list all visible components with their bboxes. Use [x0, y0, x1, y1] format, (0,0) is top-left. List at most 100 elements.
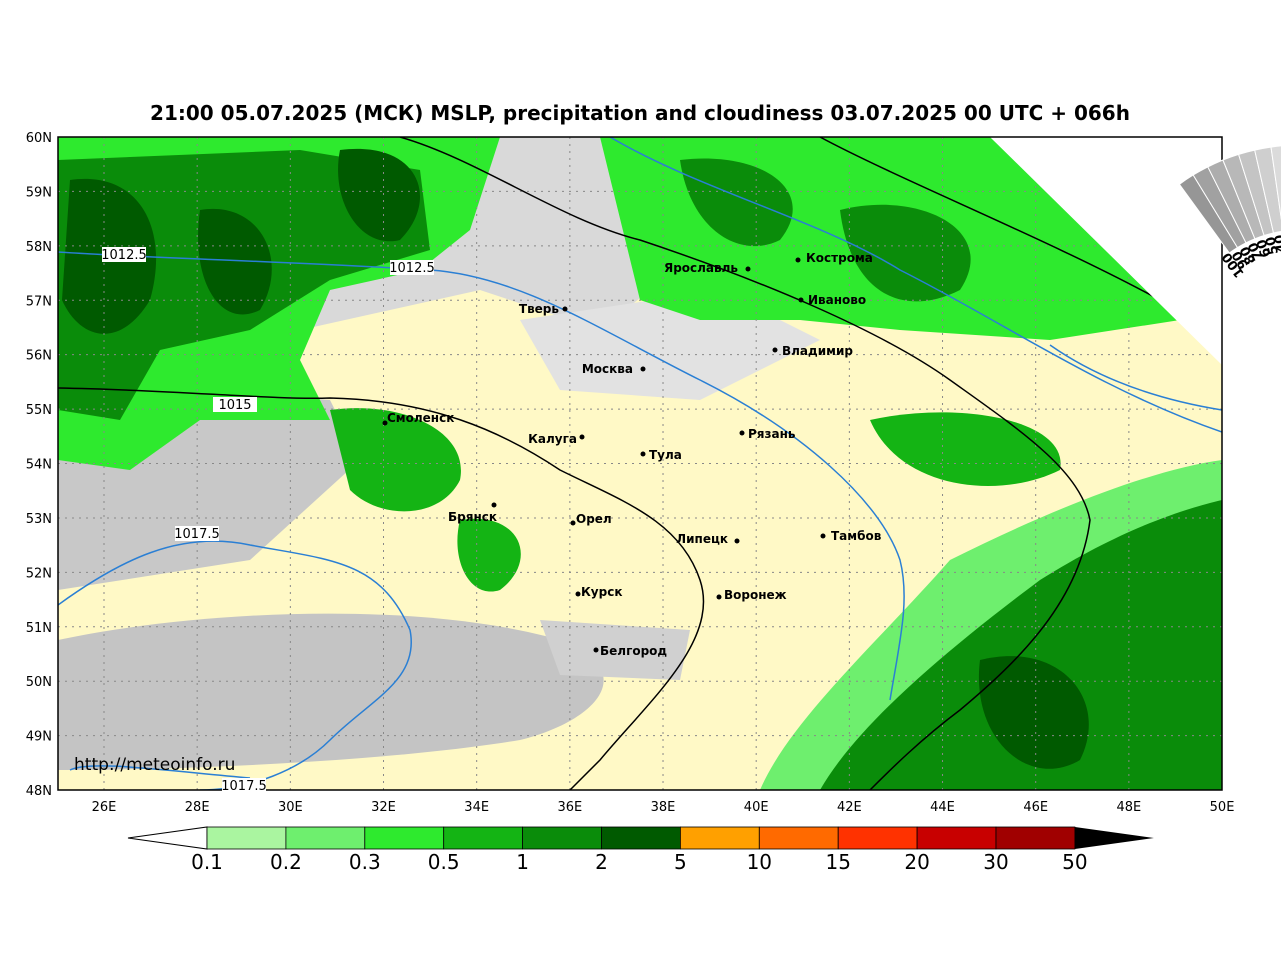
city-dot	[820, 533, 826, 539]
lat-label: 54N	[26, 458, 52, 473]
colorbar-box	[601, 826, 681, 850]
colorbar-label: 50	[1062, 850, 1087, 874]
colorbar-label: 15	[825, 850, 850, 874]
isobar-label-bg	[222, 778, 266, 793]
isobar-label-bg	[390, 260, 434, 275]
lat-label: 53N	[26, 512, 52, 527]
city-dot	[734, 538, 740, 544]
city-label: Липецк	[676, 532, 728, 546]
city-label: Владимир	[782, 344, 853, 358]
lon-label: 38E	[651, 800, 676, 815]
city-dot	[575, 591, 581, 597]
city-dot	[795, 257, 801, 263]
lon-label: 34E	[464, 800, 489, 815]
city-dot	[772, 347, 778, 353]
colorbar-label: 20	[904, 850, 929, 874]
city-dot	[570, 520, 576, 526]
colorbar-label: 0.1	[191, 850, 223, 874]
lat-label: 50N	[26, 675, 52, 690]
colorbar-label: 5	[674, 850, 687, 874]
city-dot	[640, 451, 646, 457]
city-label: Рязань	[748, 427, 796, 441]
city-dot	[745, 266, 751, 272]
precipitation-area	[820, 500, 1222, 790]
colorbar-label: 0.2	[270, 850, 302, 874]
colorbar-label: 1	[516, 850, 529, 874]
cloud-scale-label: 70	[1246, 240, 1267, 262]
city-dot	[382, 420, 388, 426]
cloud-scale-label: 40	[1273, 234, 1281, 254]
city-label: Орел	[576, 512, 612, 526]
colorbar-box	[837, 826, 918, 850]
city-label: Тула	[649, 448, 682, 462]
graticule	[58, 137, 1222, 790]
colorbar-box	[995, 826, 1076, 850]
isobar-label-text: 1015	[218, 398, 251, 413]
city-label: Тверь	[519, 302, 560, 316]
colorbar-label: 2	[595, 850, 608, 874]
lon-label: 26E	[92, 800, 117, 815]
colorbar-label: 0.3	[349, 850, 381, 874]
isobar-label: 1017.5	[174, 526, 220, 542]
city-label: Калуга	[528, 432, 577, 446]
colorbar-label: 30	[983, 850, 1008, 874]
city-label: Кострома	[806, 251, 873, 265]
lat-label: 49N	[26, 730, 52, 745]
cloud-scale-label: 80	[1238, 244, 1260, 267]
isobar-label-text: 1012.5	[389, 261, 435, 276]
precipitation-area	[330, 408, 521, 592]
colorbar-box	[285, 826, 366, 850]
city-dot	[491, 502, 497, 508]
lat-label: 59N	[26, 185, 52, 200]
isobar-label-text: 1017.5	[221, 779, 267, 794]
city-dot	[579, 434, 585, 440]
isobar-label-bg	[175, 526, 219, 541]
map-frame	[57, 136, 1223, 791]
lon-label: 50E	[1210, 800, 1235, 815]
lon-label: 40E	[744, 800, 769, 815]
colorbar-high-arrow	[1074, 827, 1154, 849]
colorbar-box	[916, 826, 997, 850]
city-label: Белгород	[600, 644, 667, 658]
lon-label: 36E	[557, 800, 582, 815]
city-label: Иваново	[808, 293, 866, 307]
lon-label: 32E	[371, 800, 396, 815]
isobar-label: 1017.5	[221, 778, 267, 794]
lat-label: 56N	[26, 349, 52, 364]
city-label: Воронеж	[724, 588, 787, 602]
city-dot	[640, 366, 646, 372]
cloud-area	[540, 620, 690, 680]
city-label: Курск	[581, 585, 622, 599]
map-field	[58, 137, 1222, 790]
lat-label: 51N	[26, 621, 52, 636]
lon-label: 46E	[1023, 800, 1048, 815]
lat-label: 55N	[26, 403, 52, 418]
precipitation-area	[870, 412, 1061, 486]
colorbar-box	[680, 826, 760, 850]
lat-label: 48N	[26, 784, 52, 799]
isobar-label: 1012.5	[389, 260, 435, 276]
cloud-scale-label: 50	[1263, 235, 1281, 256]
city-dot	[593, 647, 599, 653]
lon-label: 30E	[278, 800, 303, 815]
source-url: http://meteoinfo.ru	[74, 755, 235, 775]
city-dot	[798, 297, 804, 303]
colorbar-label: 0.5	[428, 850, 460, 874]
precipitation-area	[978, 656, 1089, 769]
colorbar-box	[522, 826, 602, 850]
city-label: Тамбов	[831, 529, 882, 543]
colorbar-label: 10	[747, 850, 772, 874]
isobar-label: 1012.5	[101, 247, 147, 263]
legend-corner	[990, 137, 1222, 365]
lat-label: 57N	[26, 294, 52, 309]
colorbar-low-arrow	[127, 826, 208, 850]
city-label: Москва	[582, 362, 633, 376]
city-dot	[562, 306, 568, 312]
colorbar-box	[443, 826, 524, 850]
map-title: 21:00 05.07.2025 (МСК) MSLP, precipitati…	[150, 101, 1130, 125]
lon-label: 42E	[837, 800, 862, 815]
city-dot	[716, 594, 722, 600]
lon-label: 44E	[930, 800, 955, 815]
isobar-label-bg	[213, 397, 257, 412]
